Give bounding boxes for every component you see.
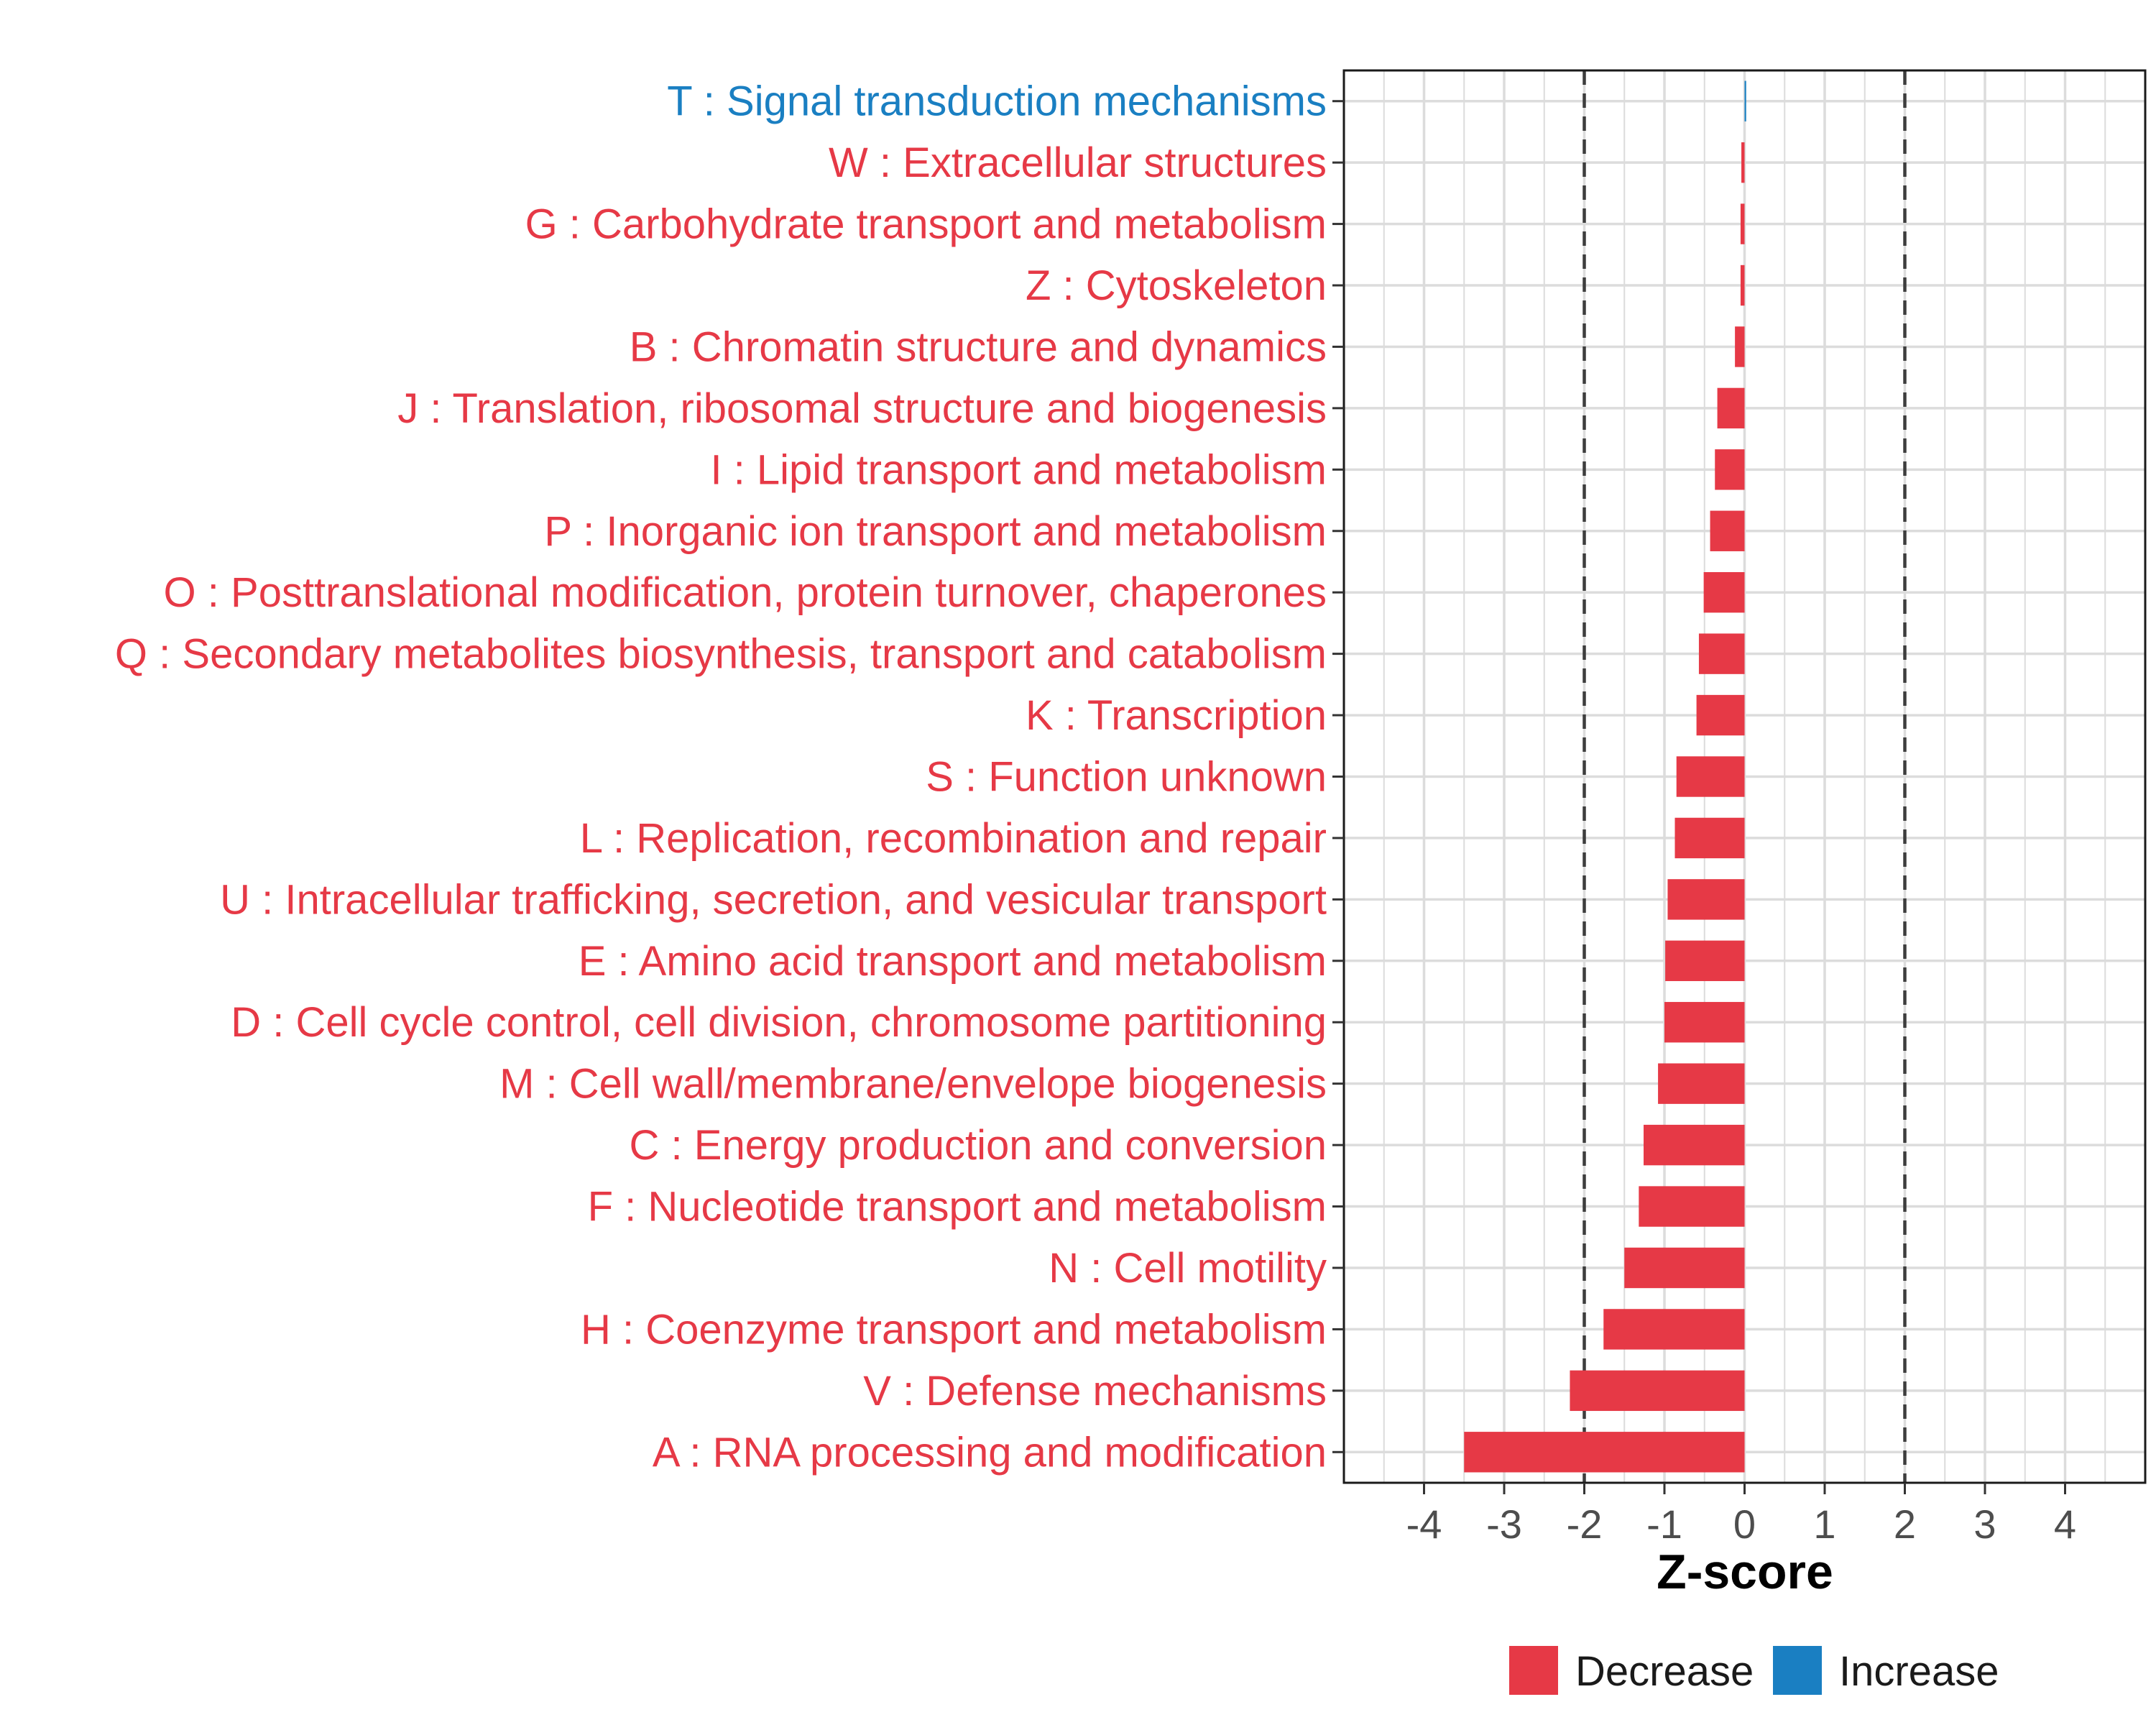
bar — [1735, 326, 1745, 367]
bar — [1710, 510, 1745, 551]
category-label: Q : Secondary metabolites biosynthesis, … — [115, 631, 1327, 678]
legend-swatch-increase — [1773, 1646, 1822, 1695]
category-label: T : Signal transduction mechanisms — [667, 78, 1327, 125]
category-labels: T : Signal transduction mechanisms W : Ex… — [115, 78, 1327, 1476]
category-label: L : Replication, recombination and repai… — [580, 815, 1327, 862]
category-label: C : Energy production and conversion — [630, 1122, 1327, 1169]
category-label: E : Amino acid transport and metabolism — [579, 938, 1327, 985]
category-label: U : Intracellular trafficking, secretion… — [220, 876, 1327, 923]
legend-label-decrease: Decrease — [1575, 1648, 1754, 1695]
category-label: H : Coenzyme transport and metabolism — [581, 1306, 1327, 1353]
x-tick-label: 2 — [1894, 1501, 1916, 1547]
legend-label-increase: Increase — [1839, 1648, 1999, 1695]
x-axis-ticks: -4 -3 -2 -1 0 1 2 3 4 — [1406, 1483, 2076, 1547]
bar — [1698, 633, 1745, 674]
x-tick-label: 4 — [2054, 1501, 2076, 1547]
x-tick-label: 3 — [1973, 1501, 1996, 1547]
bar — [1664, 1002, 1745, 1043]
category-label: F : Nucleotide transport and metabolism — [588, 1184, 1327, 1230]
category-label: K : Transcription — [1026, 692, 1327, 739]
category-label: O : Posttranslational modification, prot… — [164, 569, 1327, 616]
bar — [1676, 756, 1745, 797]
threshold-lines — [1583, 70, 1907, 1483]
category-label: V : Defense mechanisms — [863, 1368, 1327, 1414]
bar — [1464, 1432, 1745, 1473]
bar — [1674, 817, 1745, 859]
category-label: D : Cell cycle control, cell division, c… — [231, 999, 1327, 1046]
bars — [1464, 80, 1746, 1473]
bar — [1644, 1124, 1745, 1166]
bar — [1665, 940, 1745, 981]
category-label: P : Inorganic ion transport and metaboli… — [544, 508, 1327, 555]
x-axis-title: Z-score — [1657, 1545, 1833, 1599]
x-tick-label: -4 — [1406, 1501, 1442, 1547]
bar — [1639, 1186, 1745, 1227]
x-tick-label: 1 — [1813, 1501, 1835, 1547]
category-label: I : Lipid transport and metabolism — [710, 446, 1327, 493]
bar — [1624, 1247, 1745, 1289]
category-label: W : Extracellular structures — [829, 139, 1327, 186]
legend-swatch-decrease — [1509, 1646, 1558, 1695]
category-label: N : Cell motility — [1049, 1245, 1327, 1292]
bar — [1703, 572, 1745, 613]
category-label: B : Chromatin structure and dynamics — [630, 323, 1327, 370]
y-axis-ticks — [1332, 100, 1344, 1453]
x-tick-label: -3 — [1486, 1501, 1522, 1547]
x-tick-label: -2 — [1567, 1501, 1603, 1547]
bar — [1715, 449, 1745, 490]
legend: Decrease Increase — [1509, 1646, 1999, 1695]
x-tick-label: 0 — [1733, 1501, 1756, 1547]
bar — [1740, 264, 1745, 306]
category-label: J : Translation, ribosomal structure and… — [397, 385, 1327, 432]
bar — [1658, 1063, 1745, 1104]
bar — [1744, 80, 1746, 121]
x-tick-label: -1 — [1646, 1501, 1682, 1547]
bar — [1740, 203, 1745, 244]
bar — [1696, 694, 1745, 736]
bar — [1570, 1370, 1745, 1412]
category-label: A : RNA processing and modification — [653, 1429, 1327, 1476]
category-label: S : Function unknown — [926, 754, 1327, 801]
category-label: M : Cell wall/membrane/envelope biogenes… — [499, 1061, 1327, 1108]
grid-layer — [1344, 70, 2145, 1483]
bar — [1741, 142, 1745, 183]
category-label: G : Carbohydrate transport and metabolis… — [525, 201, 1327, 248]
category-label: Z : Cytoskeleton — [1026, 262, 1327, 309]
bar — [1717, 387, 1745, 429]
bar — [1667, 879, 1745, 920]
bar — [1603, 1309, 1745, 1350]
